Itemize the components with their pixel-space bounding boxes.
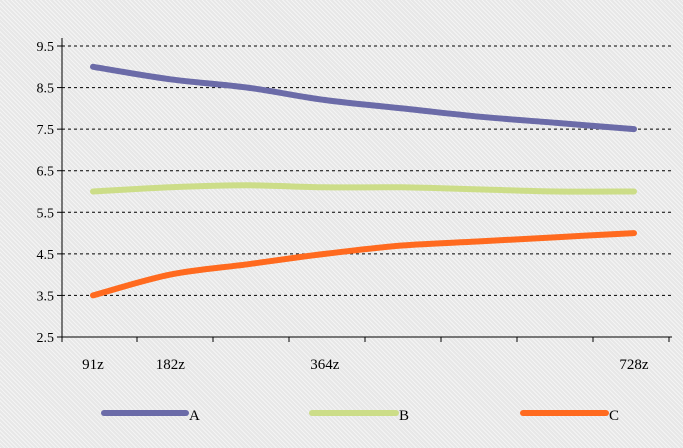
- series-line-c: [90, 230, 637, 299]
- legend: A B C: [101, 408, 619, 424]
- y-tick-label: 4.5: [37, 248, 55, 263]
- tick-labels: 2.5 3.5 4.5 5.5 6.5 7.5 8.5 9.5 91z 182z 364z 728z: [37, 40, 649, 373]
- y-tick-label: 5.5: [37, 206, 55, 221]
- legend-label-a: A: [189, 408, 200, 424]
- series-line-a: [90, 63, 637, 133]
- x-tick-label: 728z: [619, 357, 649, 373]
- legend-label-c: C: [609, 408, 619, 424]
- y-tick-label: 2.5: [37, 331, 55, 346]
- grid: [62, 45, 672, 296]
- series-lines: [90, 63, 637, 299]
- axes: [57, 38, 672, 342]
- y-tick-label: 9.5: [37, 40, 55, 55]
- x-tick-label: 364z: [310, 357, 340, 373]
- series-line-b: [90, 182, 637, 195]
- x-tick-label: 91z: [82, 357, 104, 373]
- y-tick-label: 6.5: [37, 165, 55, 180]
- y-tick-label: 7.5: [37, 123, 55, 138]
- y-tick-label: 3.5: [37, 289, 55, 304]
- x-tick-label: 182z: [156, 357, 186, 373]
- legend-label-b: B: [399, 408, 409, 424]
- y-tick-label: 8.5: [37, 82, 55, 97]
